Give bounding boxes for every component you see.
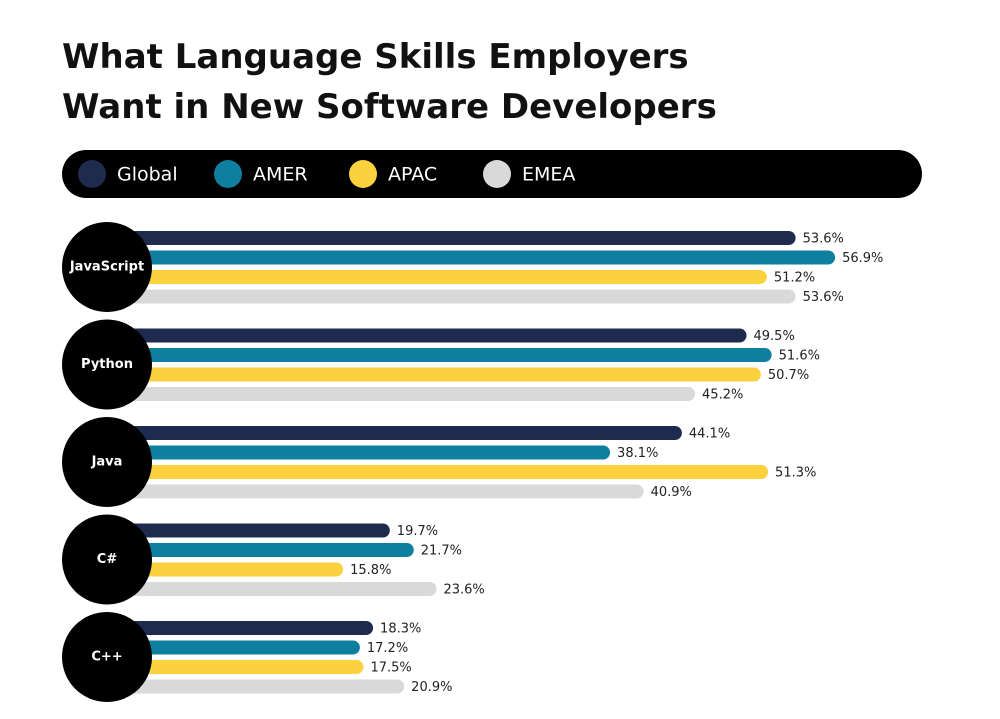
legend-swatch (483, 160, 511, 188)
value-label: 51.6% (779, 349, 820, 364)
bar (128, 562, 344, 577)
value-label: 51.2% (774, 271, 815, 286)
value-label: 19.7% (397, 524, 438, 539)
category-badge (62, 319, 152, 410)
bar (128, 270, 767, 284)
value-label: 17.5% (370, 661, 411, 676)
value-label: 17.2% (367, 641, 408, 656)
bar (128, 660, 364, 674)
value-label: 49.5% (754, 329, 795, 344)
value-label: 15.8% (350, 563, 391, 578)
bar (128, 484, 644, 499)
value-label: 40.9% (651, 485, 692, 500)
bar (128, 679, 405, 694)
legend-label: EMEA (522, 164, 575, 186)
category-badge (62, 514, 152, 605)
category-label: Python (81, 357, 133, 372)
value-label: 38.1% (617, 446, 658, 461)
bar (128, 445, 611, 460)
bar (128, 582, 437, 596)
chart-title: What Language Skills Employers (62, 37, 689, 77)
category-badge (62, 417, 152, 507)
bar (128, 348, 772, 362)
value-label: 45.2% (702, 388, 743, 403)
bar (128, 543, 414, 557)
legend-label: APAC (388, 164, 437, 186)
value-label: 23.6% (443, 583, 484, 598)
legend-swatch (349, 160, 377, 188)
legend-label: AMER (253, 164, 308, 186)
legend-label: Global (117, 164, 178, 186)
value-label: 56.9% (842, 251, 883, 266)
value-label: 53.6% (803, 290, 844, 305)
value-label: 44.1% (689, 427, 730, 442)
category-label: JavaScript (69, 260, 144, 275)
bar (128, 367, 761, 382)
bar (128, 465, 769, 479)
category-badge (62, 612, 152, 702)
bar (128, 523, 390, 538)
value-label: 18.3% (380, 622, 421, 637)
value-label: 21.7% (421, 544, 462, 559)
chart-title: Want in New Software Developers (62, 87, 717, 127)
bar (128, 231, 796, 245)
category-label: C++ (91, 650, 122, 665)
category-badge (62, 222, 152, 312)
bar (128, 387, 696, 401)
value-label: 51.3% (775, 466, 816, 481)
value-label: 53.6% (803, 232, 844, 247)
bar (128, 250, 836, 265)
category-label: C# (97, 552, 118, 567)
bar (128, 426, 682, 440)
category-label: Java (91, 455, 123, 470)
bar (128, 640, 360, 655)
legend-swatch (214, 160, 242, 188)
legend-swatch (78, 160, 106, 188)
bar (128, 328, 747, 343)
bar (128, 289, 796, 304)
value-label: 20.9% (411, 680, 452, 695)
value-label: 50.7% (768, 368, 809, 383)
bar (128, 621, 374, 635)
